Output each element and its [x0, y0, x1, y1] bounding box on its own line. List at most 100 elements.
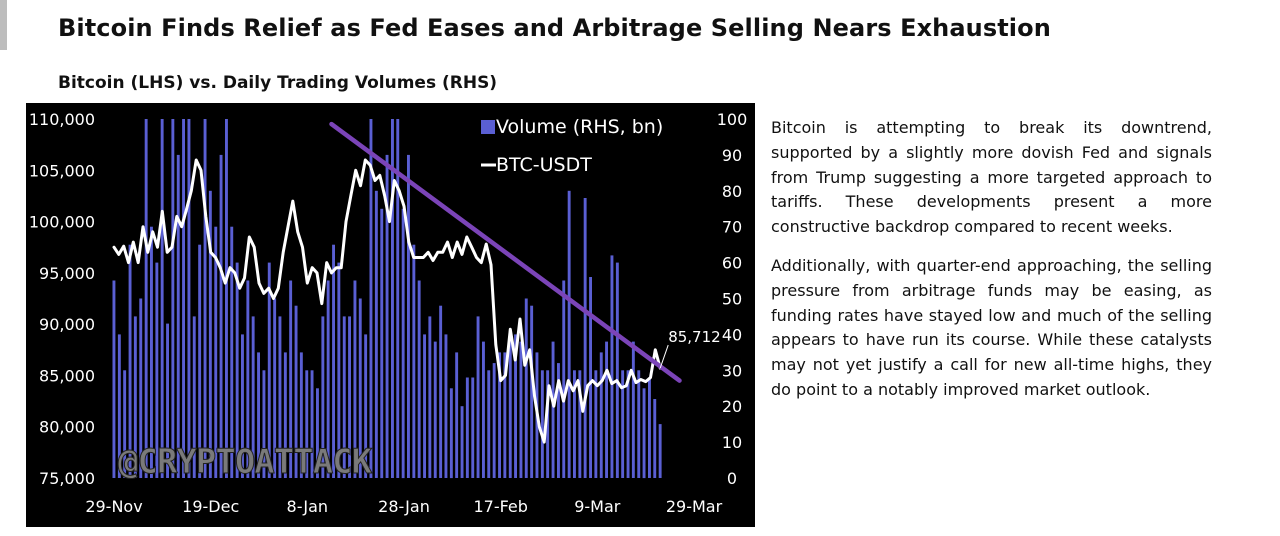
right-axis-tick: 20	[722, 397, 742, 416]
right-axis-tick: 0	[727, 469, 737, 488]
volume-bar	[444, 334, 448, 478]
volume-bar	[514, 334, 517, 478]
volume-bar	[428, 316, 432, 478]
volume-bar	[160, 119, 164, 478]
volume-bar	[557, 363, 560, 478]
volume-bar	[385, 154, 389, 478]
volume-bar	[166, 323, 169, 478]
volume-bar	[642, 388, 646, 479]
left-axis-tick: 75,000	[39, 469, 95, 488]
volume-bar	[492, 363, 496, 478]
volume-bar	[380, 208, 384, 479]
volume-bar	[578, 370, 582, 478]
volume-bar	[648, 377, 651, 478]
volume-bar	[540, 370, 544, 478]
volume-bar	[546, 370, 550, 478]
volume-bar	[208, 190, 212, 479]
legend-volume-label: Volume (RHS, bn)	[496, 116, 663, 138]
right-axis-tick: 70	[722, 218, 742, 237]
right-axis-tick: 10	[722, 433, 742, 452]
volume-bar	[305, 370, 309, 478]
volume-bar	[257, 352, 260, 478]
volume-bar	[637, 370, 641, 478]
volume-bar	[471, 377, 475, 478]
volume-bar	[289, 280, 293, 478]
volume-bar	[123, 370, 127, 478]
volume-bar	[133, 316, 137, 478]
volume-bar	[283, 352, 287, 478]
volume-bar	[401, 208, 405, 479]
volume-bar	[316, 388, 319, 479]
volume-bar	[358, 298, 362, 478]
volume-bar	[551, 341, 555, 478]
volume-bar	[407, 154, 410, 478]
volume-bar	[251, 316, 255, 478]
volume-bar	[321, 316, 325, 478]
volume-bar	[246, 280, 250, 478]
volume-bar	[487, 370, 491, 478]
volume-bar	[278, 316, 282, 478]
volume-bar	[433, 341, 437, 478]
volume-bar	[621, 370, 625, 478]
volume-bar	[203, 119, 207, 478]
x-axis-tick: 29-Mar	[666, 497, 723, 516]
volume-bar	[241, 334, 244, 478]
x-axis-tick: 29-Nov	[85, 497, 142, 516]
right-axis-tick: 90	[722, 146, 742, 165]
volume-bar	[423, 334, 426, 478]
volume-bar	[374, 190, 378, 479]
volume-bar	[117, 334, 121, 478]
volume-bar	[615, 262, 619, 478]
volume-bar	[610, 255, 614, 478]
volume-bar	[364, 334, 368, 478]
volume-bar	[417, 280, 421, 478]
volume-bar	[482, 341, 485, 478]
right-axis-tick: 60	[722, 254, 742, 273]
volume-bar	[465, 377, 469, 478]
volume-bar	[155, 262, 159, 478]
volume-bar	[567, 190, 571, 479]
volume-bar	[326, 280, 330, 478]
right-axis-tick: 80	[722, 182, 742, 201]
watermark-text: @CRYPTOATTACK	[118, 442, 373, 482]
volume-bar	[583, 198, 587, 478]
left-axis-tick: 105,000	[29, 161, 95, 180]
volume-bar	[353, 280, 357, 478]
volume-bar	[605, 341, 608, 478]
chart-subtitle: Bitcoin (LHS) vs. Daily Trading Volumes …	[58, 73, 498, 93]
volume-bar	[498, 352, 501, 478]
volume-bar	[144, 119, 148, 478]
volume-bar	[198, 244, 202, 478]
right-axis-tick: 40	[722, 325, 742, 344]
article-paragraph-1: Bitcoin is attempting to break its downt…	[771, 118, 1212, 237]
volume-bar	[519, 341, 523, 478]
volume-bar	[626, 370, 630, 478]
volume-bar	[294, 305, 298, 478]
x-axis-tick: 8-Jan	[287, 497, 329, 516]
right-axis-tick: 30	[722, 361, 742, 380]
volume-bar	[230, 226, 234, 478]
volume-bar	[455, 352, 459, 478]
volume-bar	[150, 226, 153, 478]
volume-bar	[589, 277, 592, 478]
volume-bar	[214, 226, 218, 478]
volume-bar	[460, 406, 464, 478]
volume-bar	[449, 388, 453, 479]
chart: @CRYPTOATTACK 85,712 110,000 105,000 100,000…	[26, 103, 755, 527]
x-axis-tick: 17-Feb	[473, 497, 527, 516]
volume-bar	[599, 352, 603, 478]
x-axis-tick: 19-Dec	[182, 497, 239, 516]
annotation-leader	[659, 344, 669, 369]
x-axis-tick: 28-Jan	[378, 497, 430, 516]
volume-bar	[348, 316, 351, 478]
volume-bar	[310, 370, 314, 478]
volume-bar	[396, 119, 400, 478]
left-axis-tick: 80,000	[39, 418, 95, 437]
volume-bar	[219, 154, 223, 478]
volume-bar	[182, 119, 185, 478]
left-axis-tick: 110,000	[29, 110, 95, 129]
volume-bar	[412, 244, 416, 478]
volume-bar	[369, 119, 373, 478]
volume-bar	[171, 119, 175, 478]
volume-bar	[299, 352, 303, 478]
